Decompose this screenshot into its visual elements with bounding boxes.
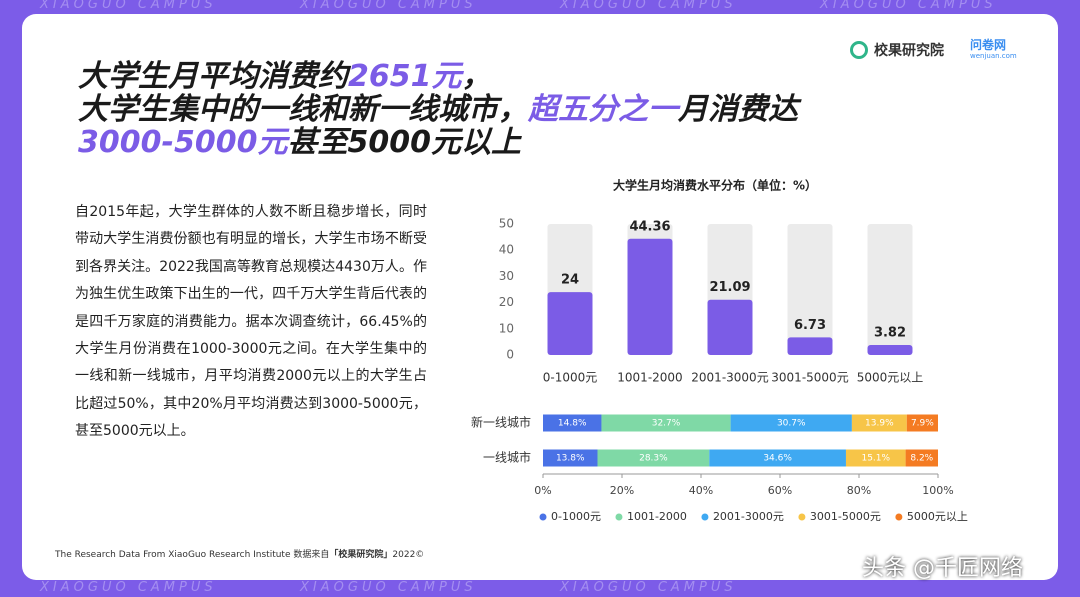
legend-label: 3001-5000元 xyxy=(810,510,881,523)
value-label: 13.9% xyxy=(865,419,894,429)
title-line: 3000-5000元甚至5000元以上 xyxy=(78,126,798,159)
bar-track xyxy=(867,224,913,355)
value-label: 44.36 xyxy=(629,219,670,234)
brand-logo: 校果研究院 xyxy=(850,40,944,60)
y-tick-label: 20 xyxy=(499,295,514,309)
x-tick-label: 60% xyxy=(768,484,792,497)
value-label: 8.2% xyxy=(910,454,933,464)
y-tick-label: 新一线城市 xyxy=(471,415,531,430)
legend-label: 5000元以上 xyxy=(907,510,968,523)
value-label: 34.6% xyxy=(763,454,792,464)
title-segment: 大学生集中的一线和新一线城市， xyxy=(78,92,528,127)
y-tick-label: 一线城市 xyxy=(483,450,531,465)
value-label: 3.82 xyxy=(874,325,906,340)
y-tick-label: 30 xyxy=(499,269,514,283)
title-segment: 2651元 xyxy=(348,59,462,94)
watermark: XIAOGUO CAMPUS xyxy=(40,0,217,12)
title-segment: ， xyxy=(461,59,492,94)
legend-label: 0-1000元 xyxy=(551,510,601,523)
y-tick-label: 10 xyxy=(499,321,514,335)
value-label: 21.09 xyxy=(709,280,750,295)
footer-segment: 「校果研究院」 xyxy=(329,550,393,560)
legend-swatch xyxy=(539,513,547,521)
bar xyxy=(867,344,913,355)
y-tick-label: 40 xyxy=(499,243,514,257)
value-label: 28.3% xyxy=(639,454,668,464)
legend-label: 1001-2000 xyxy=(627,510,687,523)
title-segment: 甚至5000元以上 xyxy=(287,125,521,160)
value-label: 13.8% xyxy=(556,454,585,464)
wenjuan-url: wenjuan.com xyxy=(970,52,1017,60)
footer: The Research Data From XiaoGuo Research … xyxy=(55,547,424,560)
x-tick-label: 100% xyxy=(922,484,953,497)
value-label: 30.7% xyxy=(777,419,806,429)
value-label: 7.9% xyxy=(911,419,934,429)
watermark: XIAOGUO CAMPUS xyxy=(300,0,477,12)
bar-segment xyxy=(851,414,907,432)
x-tick-label: 0-1000元 xyxy=(543,371,598,385)
watermark: XIAOGUO CAMPUS xyxy=(820,0,997,12)
watermark: XIAOGUO CAMPUS xyxy=(560,580,737,595)
x-tick-label: 2001-3000元 xyxy=(691,371,768,385)
bar-track xyxy=(787,224,833,355)
wenjuan-logo: 问卷网 wenjuan.com xyxy=(970,38,1017,62)
title: 大学生月平均消费约2651元， 大学生集中的一线和新一线城市，超五分之一月消费达 3… xyxy=(78,60,798,159)
value-label: 6.73 xyxy=(794,318,826,333)
title-segment: 大学生月平均消费约 xyxy=(78,59,348,94)
bar xyxy=(627,238,673,355)
y-tick-label: 0 xyxy=(506,348,514,362)
watermark: XIAOGUO CAMPUS xyxy=(40,580,217,595)
bar-segment xyxy=(845,449,906,467)
legend-label: 2001-3000元 xyxy=(713,510,784,523)
x-tick-label: 1001-2000 xyxy=(617,371,682,385)
footer-segment: The Research Data From XiaoGuo Research … xyxy=(55,550,330,560)
legend-swatch xyxy=(798,513,806,521)
chart-title: 大学生月均消费水平分布（单位：%） xyxy=(613,178,817,193)
value-label: 24 xyxy=(561,273,579,288)
bar xyxy=(787,337,833,355)
legend-swatch xyxy=(701,513,709,521)
title-segment: 月消费达 xyxy=(678,92,798,127)
bar-segment xyxy=(543,449,598,467)
bar-segment xyxy=(597,449,710,467)
bar-segment xyxy=(601,414,731,432)
bar-segment xyxy=(543,414,602,432)
value-label: 15.1% xyxy=(861,454,890,464)
bar-segment xyxy=(905,449,938,467)
brand-name: 校果研究院 xyxy=(874,43,944,59)
title-segment: 3000-5000元 xyxy=(78,125,288,160)
title-segment: 超五分之一 xyxy=(528,92,678,127)
x-tick-label: 80% xyxy=(847,484,871,497)
footer-segment: 2022© xyxy=(392,550,425,560)
watermark: XIAOGUO CAMPUS xyxy=(300,580,477,595)
bar-segment xyxy=(730,414,852,432)
x-tick-label: 40% xyxy=(689,484,713,497)
x-tick-label: 3001-5000元 xyxy=(771,371,848,385)
x-tick-label: 5000元以上 xyxy=(857,371,924,385)
title-line: 大学生月平均消费约2651元， xyxy=(78,60,798,93)
value-label: 32.7% xyxy=(652,419,681,429)
x-tick-label: 20% xyxy=(610,484,634,497)
bar-segment xyxy=(906,414,938,432)
legend-swatch xyxy=(895,513,903,521)
watermark: XIAOGUO CAMPUS xyxy=(560,0,737,12)
x-tick-label: 0% xyxy=(534,484,551,497)
y-tick-label: 50 xyxy=(499,217,514,231)
bar-segment xyxy=(709,449,846,467)
value-label: 14.8% xyxy=(558,419,587,429)
wenjuan-name: 问卷网 xyxy=(970,38,1007,52)
body-text: 自2015年起，大学生群体的人数不断且稳步增长，同时带动大学生消费份额也有明显的… xyxy=(75,204,427,440)
bar xyxy=(707,299,753,355)
source-mark: 头条 @千匠网络 xyxy=(862,556,1023,581)
legend-swatch xyxy=(615,513,623,521)
bar xyxy=(547,292,593,355)
title-line: 大学生集中的一线和新一线城市，超五分之一月消费达 xyxy=(78,93,798,126)
